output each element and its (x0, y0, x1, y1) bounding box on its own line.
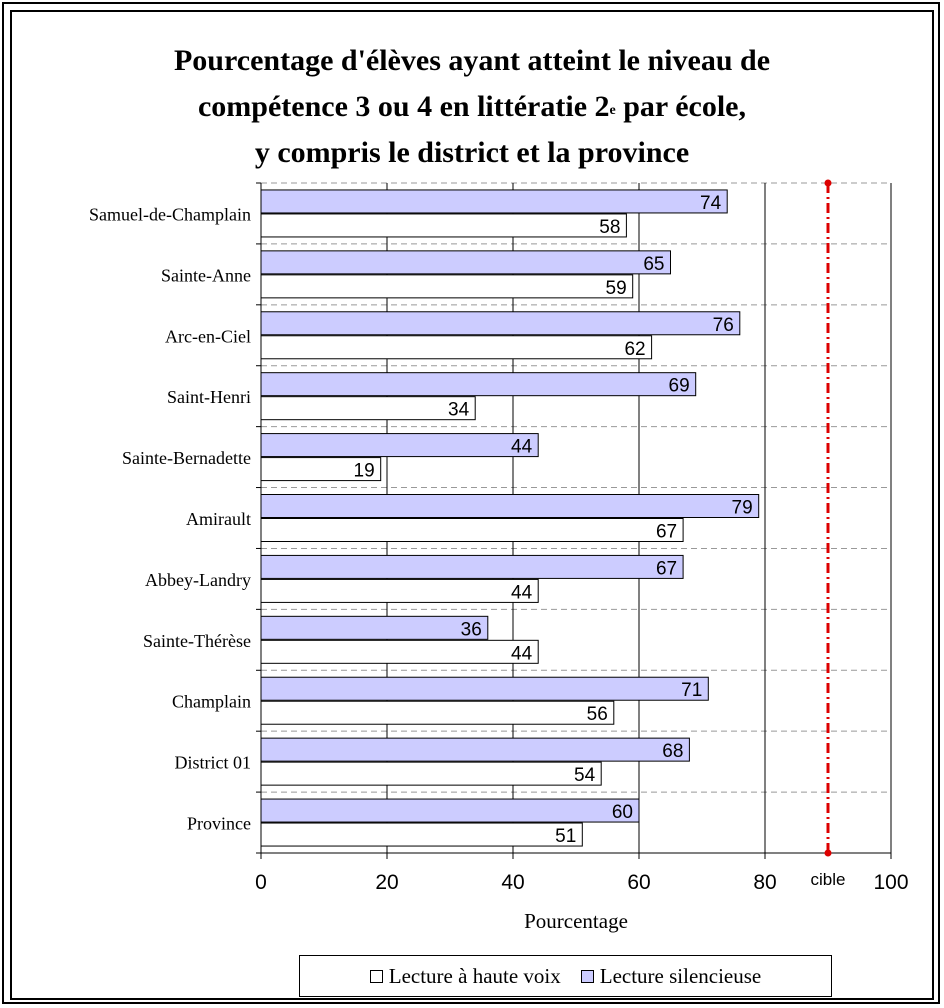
title-line-2: compétence 3 ou 4 en littératie 2e par é… (40, 84, 904, 130)
data-label-lecture-haute-voix: 44 (511, 643, 533, 664)
bar-lecture-silencieuse (260, 615, 489, 640)
bar-lecture-silencieuse (260, 372, 697, 397)
data-label-lecture-haute-voix: 54 (574, 765, 596, 786)
category-label: Abbey-Landry (145, 570, 251, 590)
data-label-lecture-silencieuse: 74 (700, 193, 722, 214)
data-label-lecture-haute-voix: 62 (624, 339, 645, 360)
data-label-lecture-silencieuse: 44 (511, 437, 533, 458)
category-label: Arc-en-Ciel (165, 326, 251, 346)
title-line-1: Pourcentage d'élèves ayant atteint le ni… (173, 44, 771, 77)
legend-item-haute-voix: Lecture à haute voix (369, 963, 561, 989)
x-tick-label: 0 (255, 871, 267, 894)
bar-lecture-silencieuse (260, 798, 640, 823)
data-label-lecture-haute-voix: 58 (599, 217, 620, 238)
bar-lecture-haute-voix (260, 700, 615, 725)
chart-title: Pourcentage d'élèves ayant atteint le ni… (40, 38, 904, 176)
target-marker-bottom (824, 849, 832, 857)
legend-label-haute-voix: Lecture à haute voix (388, 963, 561, 988)
bar-lecture-silencieuse (260, 250, 671, 275)
legend-swatch-haute-voix (369, 969, 383, 983)
data-label-lecture-silencieuse: 69 (669, 376, 690, 397)
data-label-lecture-silencieuse: 65 (643, 254, 664, 275)
bar-lecture-silencieuse (260, 737, 690, 762)
category-label: Sainte-Anne (161, 265, 251, 285)
data-label-lecture-silencieuse: 67 (656, 558, 677, 579)
title-line-3: y compris le district et la province (254, 136, 690, 169)
bar-lecture-haute-voix (260, 213, 627, 238)
data-label-lecture-silencieuse: 76 (713, 315, 734, 336)
data-label-lecture-silencieuse: 36 (461, 619, 482, 640)
bar-lecture-silencieuse (260, 189, 728, 214)
data-label-lecture-haute-voix: 34 (448, 400, 470, 421)
bar-lecture-silencieuse (260, 554, 684, 579)
data-label-lecture-haute-voix: 56 (587, 704, 608, 725)
target-marker-top (824, 179, 832, 187)
x-tick-label: 20 (375, 871, 398, 894)
x-tick-label: 60 (627, 871, 650, 894)
x-tick-label: 40 (501, 871, 524, 894)
bar-lecture-silencieuse (260, 676, 709, 701)
bar-lecture-haute-voix (260, 578, 539, 603)
category-label: Sainte-Thérèse (143, 631, 251, 651)
title-line-2-tail: par école, (615, 90, 746, 123)
category-label: Province (187, 814, 251, 834)
data-label-lecture-silencieuse: 60 (612, 802, 633, 823)
bar-lecture-haute-voix (260, 396, 476, 421)
bar-lecture-haute-voix (260, 274, 634, 299)
data-label-lecture-haute-voix: 59 (606, 278, 627, 299)
x-tick-label: 80 (753, 871, 776, 894)
category-label: Saint-Henri (167, 387, 251, 407)
data-label-lecture-silencieuse: 68 (662, 741, 683, 762)
category-label: Samuel-de-Champlain (89, 204, 251, 224)
chart-legend: Lecture à haute voix Lecture silencieuse (299, 955, 832, 997)
bar-lecture-haute-voix (260, 639, 539, 664)
legend-swatch-silencieuse (580, 969, 594, 983)
title-superscript: e (609, 103, 616, 118)
category-label: District 01 (175, 753, 252, 773)
bar-lecture-haute-voix (260, 761, 602, 786)
bar-lecture-haute-voix (260, 822, 583, 847)
bar-lecture-silencieuse (260, 433, 539, 458)
x-tick-label: 100 (873, 871, 908, 894)
data-label-lecture-haute-voix: 19 (354, 461, 375, 482)
category-label: Sainte-Bernadette (122, 448, 251, 468)
bar-lecture-haute-voix (260, 518, 684, 542)
title-line-2-text: compétence 3 ou 4 en littératie 2 (197, 90, 610, 123)
target-label: cible (811, 870, 846, 889)
bar-lecture-silencieuse (260, 494, 760, 518)
bar-lecture-haute-voix (260, 335, 653, 360)
legend-item-silencieuse: Lecture silencieuse (580, 963, 762, 989)
data-label-lecture-haute-voix: 51 (555, 826, 576, 847)
x-axis-label: Pourcentage (524, 909, 628, 933)
data-label-lecture-haute-voix: 67 (656, 522, 677, 543)
bar-lecture-silencieuse (260, 311, 741, 336)
category-label: Amirault (186, 509, 251, 529)
data-label-lecture-silencieuse: 71 (681, 680, 702, 701)
data-label-lecture-silencieuse: 79 (732, 498, 753, 519)
data-label-lecture-haute-voix: 44 (511, 582, 533, 603)
bar-lecture-haute-voix (260, 457, 382, 482)
category-label: Champlain (172, 692, 251, 712)
legend-label-silencieuse: Lecture silencieuse (599, 963, 762, 988)
